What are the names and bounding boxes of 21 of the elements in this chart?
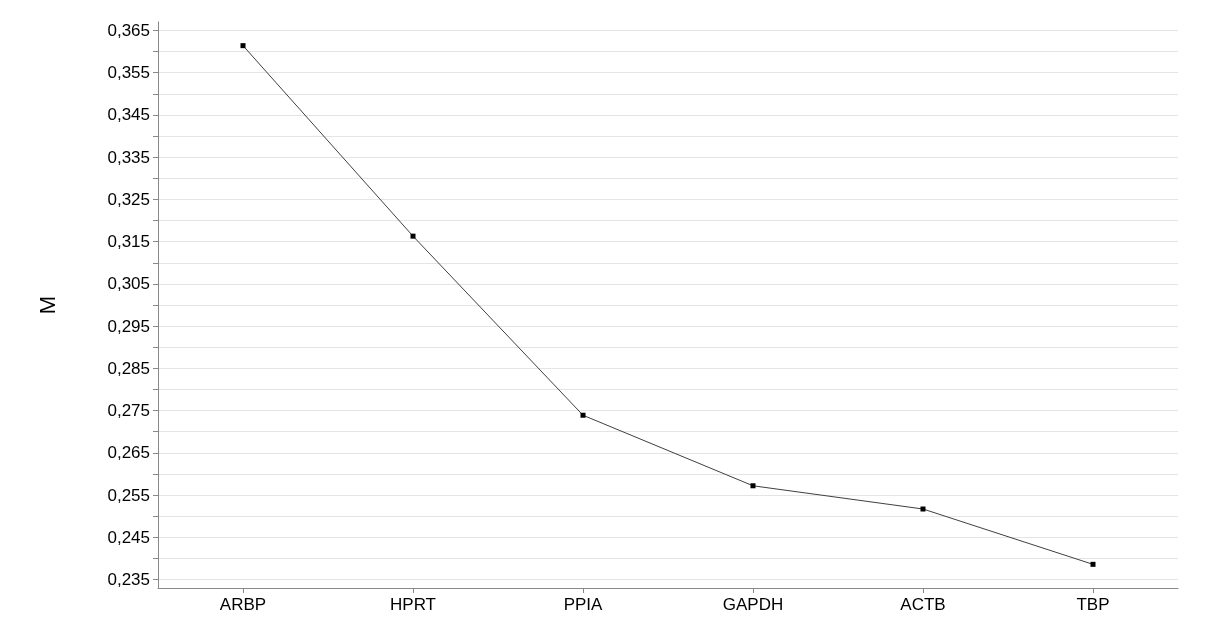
y-tick-label: 0,365	[107, 20, 150, 40]
y-tick-label: 0,255	[107, 485, 150, 505]
y-tick-label: 0,335	[107, 147, 150, 167]
x-tick-label: PPIA	[563, 595, 604, 614]
y-tick-label: 0,265	[107, 443, 150, 463]
y-tick-label: 0,355	[107, 63, 150, 83]
y-tick-label: 0,285	[107, 358, 150, 378]
y-tick-label: 0,235	[107, 570, 150, 590]
y-tick-label: 0,245	[107, 527, 150, 547]
y-tick-label: 0,345	[107, 105, 150, 125]
x-tick-label: ACTB	[900, 595, 946, 614]
x-tick-label: TBP	[1076, 595, 1110, 614]
y-tick-label: 0,305	[107, 274, 150, 294]
y-tick-label: 0,325	[107, 189, 150, 209]
x-tick-label: GAPDH	[722, 595, 784, 614]
x-tick-label: HPRT	[390, 595, 436, 614]
y-tick-label: 0,275	[107, 401, 150, 421]
y-tick-label: 0,295	[107, 316, 150, 336]
y-axis-title: M	[34, 295, 60, 315]
x-tick-label: ARBP	[219, 595, 267, 614]
y-tick-label: 0,315	[107, 232, 150, 252]
